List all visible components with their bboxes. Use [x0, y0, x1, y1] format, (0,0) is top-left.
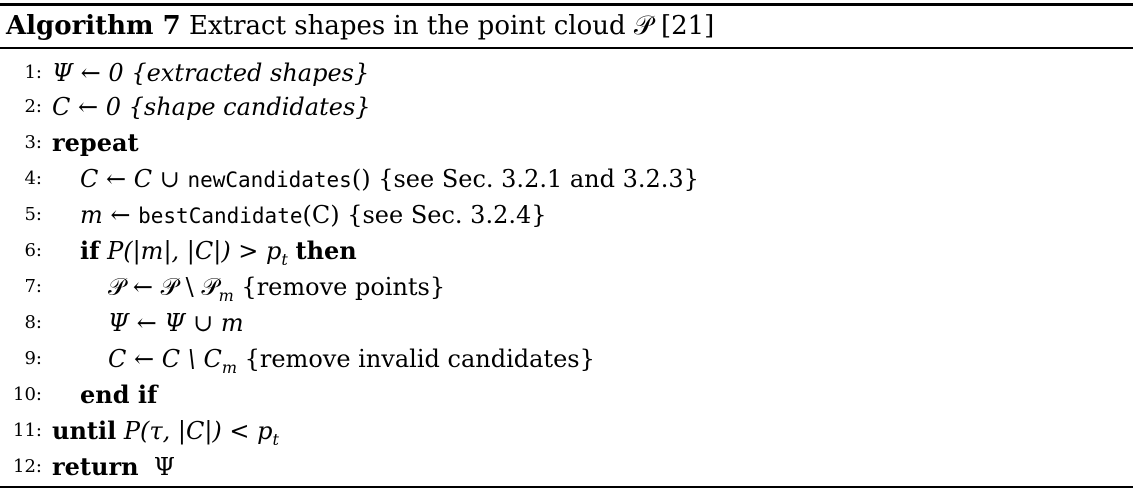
line-number: 10: [13, 384, 42, 405]
keyword-end-if: end if [80, 380, 158, 409]
top-rule [0, 3, 1133, 6]
line-number: 9: [24, 348, 42, 369]
line-number: 7: [24, 276, 42, 297]
statement: C ← C ∪ [80, 165, 188, 193]
statement: 𝒫 ← 𝒫 \ 𝒫 [108, 273, 219, 301]
keyword-if: if [80, 236, 100, 265]
statement-comment: () {see Sec. 3.2.1 and 3.2.3} [351, 165, 699, 193]
caption-label: Algorithm 7 [6, 11, 181, 41]
line-code: 𝒫 ← 𝒫 \ 𝒫m {remove points} [108, 271, 446, 305]
line-code: end if [80, 379, 157, 411]
subscript: t [281, 249, 288, 269]
line-code: until P(τ, |C|) < pt [52, 415, 279, 449]
subscript: t [272, 429, 279, 449]
line-code: repeat [52, 127, 139, 159]
line-code: C ← 0 {shape candidates} [52, 91, 371, 123]
caption-rule [0, 47, 1133, 49]
keyword-until: until [52, 416, 117, 445]
statement-comment: (C) {see Sec. 3.2.4} [302, 201, 547, 229]
statement: C ← C \ C [108, 345, 222, 373]
statement: Ψ ← Ψ ∪ m [108, 309, 244, 337]
line-number: 3: [24, 132, 42, 153]
function-name: newCandidates [187, 168, 352, 192]
line-number: 2: [24, 96, 42, 117]
line-code: C ← C \ Cm {remove invalid candidates} [108, 343, 595, 377]
line-number: 1: [24, 62, 42, 83]
bottom-rule [0, 486, 1133, 488]
line-code: Ψ ← 0 {extracted shapes} [52, 57, 369, 89]
line-number: 4: [24, 168, 42, 189]
line-code: if P(|m|, |C|) > pt then [80, 235, 357, 269]
statement: Ψ ← 0 {extracted shapes} [52, 59, 370, 87]
line-number: 8: [24, 312, 42, 333]
condition: P(τ, |C|) < p [116, 417, 273, 445]
statement-comment: {remove points} [233, 273, 446, 301]
subscript: m [221, 357, 237, 377]
line-code: return Ψ [52, 451, 175, 483]
function-name: bestCandidate [138, 204, 303, 228]
algorithm-caption: Algorithm 7 Extract shapes in the point … [6, 11, 714, 41]
statement: m ← [80, 201, 139, 229]
line-code: C ← C ∪ newCandidates() {see Sec. 3.2.1 … [80, 163, 699, 195]
subscript: m [218, 285, 234, 305]
line-number: 12: [13, 456, 42, 477]
statement: C ← 0 {shape candidates} [52, 93, 371, 121]
condition: P(|m|, |C|) > p [99, 237, 282, 265]
line-number: 11: [13, 420, 42, 441]
line-number: 6: [24, 240, 42, 261]
line-number: 5: [24, 204, 42, 225]
return-value: Ψ [153, 453, 175, 481]
line-code: m ← bestCandidate(C) {see Sec. 3.2.4} [80, 199, 547, 231]
keyword-return: return [52, 452, 139, 481]
line-code: Ψ ← Ψ ∪ m [108, 307, 244, 339]
statement-comment: {remove invalid candidates} [236, 345, 595, 373]
caption-title: Extract shapes in the point cloud 𝒫 [21] [188, 11, 715, 41]
keyword-then: then [295, 236, 357, 265]
keyword-repeat: repeat [52, 128, 139, 157]
